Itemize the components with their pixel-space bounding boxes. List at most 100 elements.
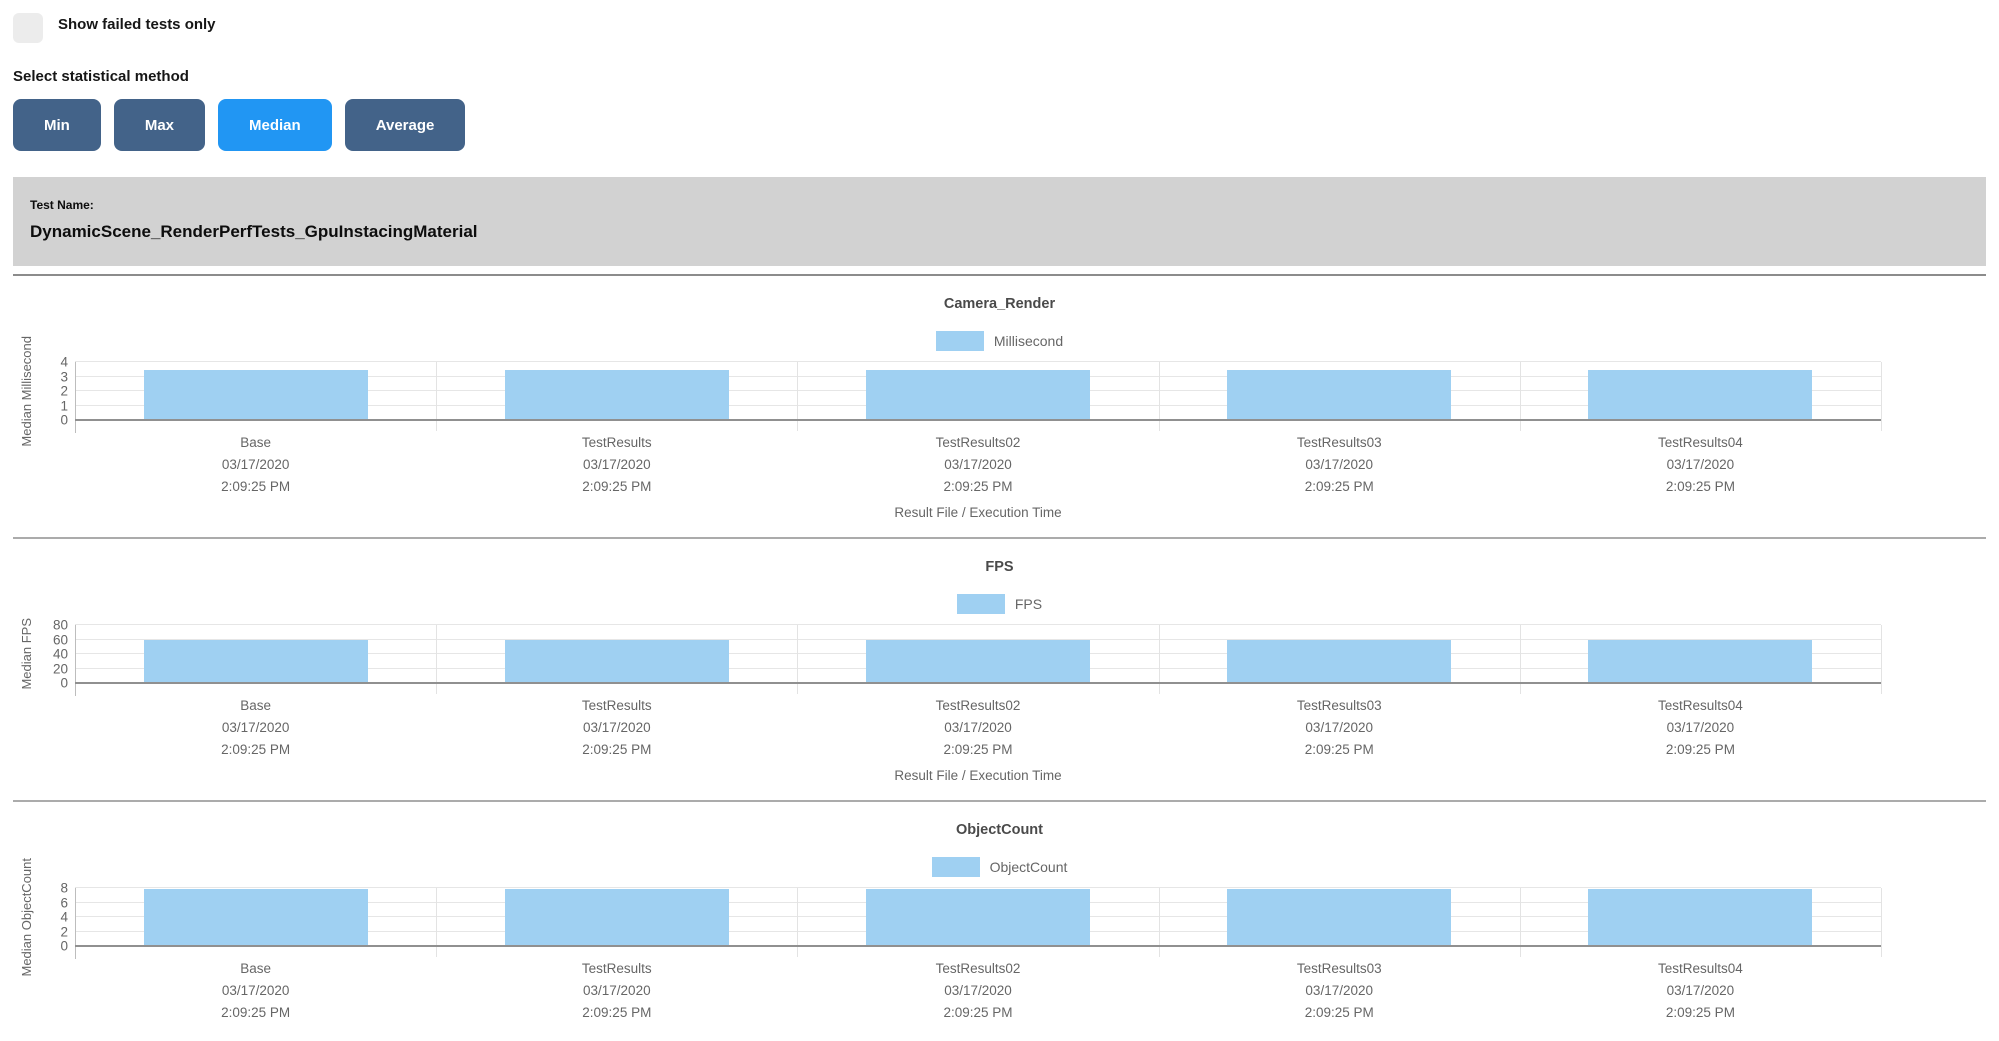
bar-slot xyxy=(1520,888,1881,946)
gridline-vertical xyxy=(1519,362,1521,431)
x-axis-labels: Base 03/17/2020 2:09:25 PM TestResults 03/17… xyxy=(13,695,1986,761)
category-time: 2:09:25 PM xyxy=(1665,1005,1735,1020)
show-failed-checkbox[interactable] xyxy=(13,13,43,43)
test-name-banner: Test Name: DynamicScene_RenderPerfTests_… xyxy=(13,177,1986,266)
category-name: TestResults03 xyxy=(1296,961,1382,976)
chart-body: Median FPS 0 20 40 60 80 xyxy=(13,618,1986,696)
category-date: 03/17/2020 xyxy=(583,457,651,472)
bar xyxy=(866,640,1090,683)
category-label: TestResults 03/17/2020 2:09:25 PM xyxy=(436,695,797,761)
y-tick-label: 0 xyxy=(60,675,68,691)
gridline-horizontal xyxy=(75,638,1881,640)
gridline-vertical xyxy=(1881,625,1882,694)
x-axis-line xyxy=(75,682,1881,684)
gridline-vertical xyxy=(1519,625,1521,694)
bar xyxy=(143,888,368,946)
bar xyxy=(504,640,729,683)
gridline-vertical xyxy=(436,888,438,957)
category-date: 03/17/2020 xyxy=(221,457,290,472)
y-tick-label: 4 xyxy=(60,909,68,925)
y-tick-label: 2 xyxy=(60,383,68,399)
gridline-vertical xyxy=(797,362,799,431)
gridline-vertical xyxy=(797,625,799,694)
bar-slot xyxy=(75,362,436,420)
bar xyxy=(504,888,729,946)
x-axis-title: Result File / Execution Time xyxy=(894,505,1062,520)
category-name: TestResults xyxy=(581,698,652,713)
bar-slot xyxy=(1520,625,1881,683)
bar xyxy=(1227,640,1452,683)
chart-section: ObjectCount ObjectCount Median ObjectCount… xyxy=(13,802,1986,1041)
bar xyxy=(143,369,368,420)
chart-title: ObjectCount xyxy=(956,822,1043,838)
category-label: TestResults04 03/17/2020 2:09:25 PM xyxy=(1520,958,1881,1024)
category-time: 2:09:25 PM xyxy=(221,1005,291,1020)
bar-slot xyxy=(1159,888,1520,946)
chart-body: Median ObjectCount 0 2 4 6 8 xyxy=(13,858,1986,976)
y-axis-line xyxy=(75,625,76,696)
category-date: 03/17/2020 xyxy=(1666,720,1735,735)
category-label: TestResults02 03/17/2020 2:09:25 PM xyxy=(797,958,1158,1024)
category-date: 03/17/2020 xyxy=(221,983,290,998)
chart-title: FPS xyxy=(985,559,1014,575)
y-tick-label: 0 xyxy=(60,412,68,428)
category-date: 03/17/2020 xyxy=(583,983,651,998)
min-button[interactable]: Min xyxy=(13,99,101,151)
bar xyxy=(1588,640,1813,683)
x-axis-labels: Base 03/17/2020 2:09:25 PM TestResults 03/17… xyxy=(13,958,1986,1024)
category-label: TestResults03 03/17/2020 2:09:25 PM xyxy=(1159,432,1520,498)
category-label: TestResults03 03/17/2020 2:09:25 PM xyxy=(1159,695,1520,761)
max-button[interactable]: Max xyxy=(113,99,206,151)
gridline-vertical xyxy=(1158,888,1160,957)
chart-section: FPS FPS Median FPS 0 20 40 60 80 Base 03/17/2020 2… xyxy=(13,539,1986,802)
category-date: 03/17/2020 xyxy=(944,720,1012,735)
category-time: 2:09:25 PM xyxy=(1304,479,1374,494)
category-time: 2:09:25 PM xyxy=(582,742,652,757)
y-tick-label: 20 xyxy=(52,660,68,676)
bar xyxy=(504,369,729,420)
chart-plot xyxy=(75,624,1882,696)
y-axis-title: Median FPS xyxy=(13,618,39,690)
category-label: Base 03/17/2020 2:09:25 PM xyxy=(75,695,436,761)
category-name: TestResults04 xyxy=(1658,435,1743,450)
category-date: 03/17/2020 xyxy=(944,983,1012,998)
chart-plot xyxy=(75,361,1882,433)
chart-legend: ObjectCount xyxy=(13,857,1986,877)
bar xyxy=(143,640,368,683)
category-name: Base xyxy=(240,698,271,713)
category-name: TestResults03 xyxy=(1296,698,1382,713)
chart-plot xyxy=(75,887,1882,959)
x-axis-line xyxy=(75,419,1881,421)
bar-slot xyxy=(1159,362,1520,420)
category-name: TestResults04 xyxy=(1658,698,1743,713)
x-axis-labels: Base 03/17/2020 2:09:25 PM TestResults 03/17… xyxy=(13,432,1986,498)
y-tick-label: 80 xyxy=(52,617,68,633)
y-axis-title-text: Median Millisecond xyxy=(18,335,34,447)
category-time: 2:09:25 PM xyxy=(221,742,291,757)
gridline-vertical xyxy=(1519,888,1521,957)
gridline-horizontal xyxy=(75,887,1881,888)
category-time: 2:09:25 PM xyxy=(1304,742,1374,757)
gridline-vertical xyxy=(436,362,438,431)
median-button[interactable]: Median xyxy=(218,99,332,151)
category-date: 03/17/2020 xyxy=(583,720,651,735)
category-time: 2:09:25 PM xyxy=(1665,742,1735,757)
category-label: TestResults 03/17/2020 2:09:25 PM xyxy=(436,958,797,1024)
category-name: TestResults xyxy=(581,435,652,450)
y-tick-label: 2 xyxy=(60,923,68,939)
y-axis-title-text: Median ObjectCount xyxy=(18,857,34,977)
y-axis-ticks: 0 20 40 60 80 xyxy=(39,618,75,689)
y-tick-label: 40 xyxy=(52,646,68,662)
category-time: 2:09:25 PM xyxy=(943,1005,1013,1020)
category-name: TestResults02 xyxy=(935,435,1021,450)
bar-slot xyxy=(436,888,797,946)
category-name: TestResults02 xyxy=(935,961,1021,976)
legend-swatch xyxy=(956,594,1005,614)
y-tick-label: 60 xyxy=(52,631,68,647)
bar-slot xyxy=(1520,362,1881,420)
gridline-horizontal xyxy=(75,361,1881,362)
test-name-label: Test Name: xyxy=(30,198,94,212)
bar-slots xyxy=(75,362,1881,420)
average-button[interactable]: Average xyxy=(344,99,466,151)
category-name: TestResults02 xyxy=(935,698,1021,713)
